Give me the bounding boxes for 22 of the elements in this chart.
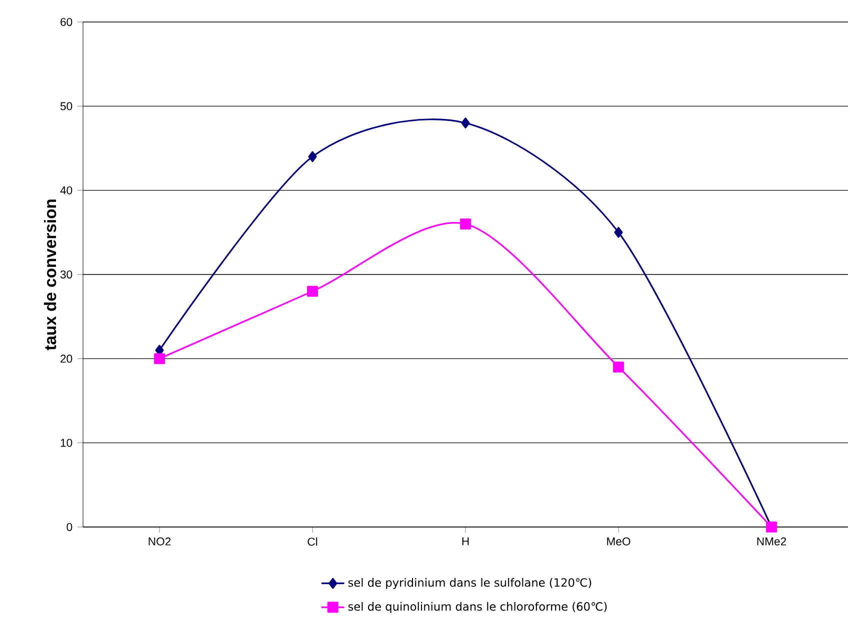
x-tick-label: Cl xyxy=(308,537,318,546)
point xyxy=(307,286,318,297)
point xyxy=(614,226,623,238)
y-tick-label: 50 xyxy=(60,102,72,110)
point xyxy=(154,353,165,364)
x-tick-label: H xyxy=(462,537,469,546)
point xyxy=(461,118,470,128)
point xyxy=(308,151,317,162)
x-tick-label: NO2 xyxy=(148,537,171,546)
point xyxy=(613,362,624,373)
y-tick-label: 0 xyxy=(66,522,72,531)
y-tick-label: 20 xyxy=(60,354,72,363)
x-tick-label: MeO xyxy=(607,537,630,546)
legend-label: sel de pyridinium dans le sulfolane (120℃) xyxy=(348,578,592,590)
x-tick-label: NMe2 xyxy=(757,537,786,546)
y-axis-title: taux de conversion xyxy=(44,200,56,350)
y-tick-label: 10 xyxy=(60,438,72,447)
y-tick-label: 30 xyxy=(60,270,72,278)
legend-label: sel de quinolinium dans le chloroforme (60℃) xyxy=(348,602,607,613)
point xyxy=(460,218,471,230)
y-tick-label: 40 xyxy=(60,186,72,194)
y-tick-label: 60 xyxy=(60,18,72,26)
